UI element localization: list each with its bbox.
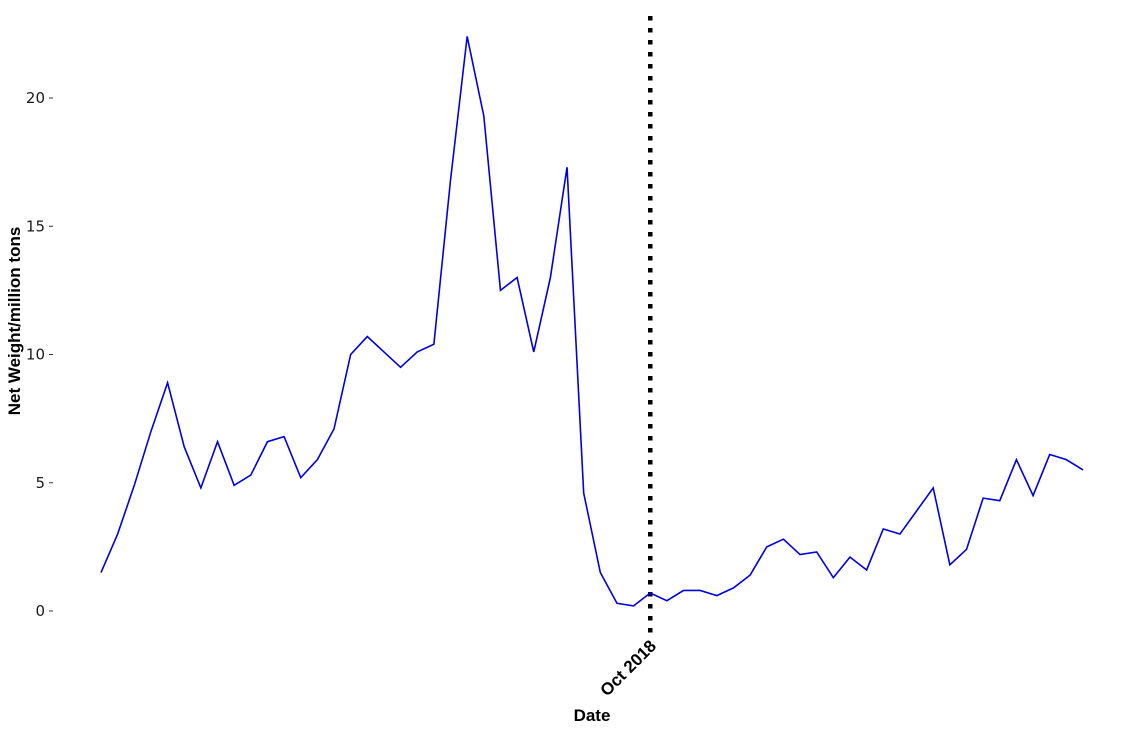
y-tick-label: 5 [35,474,45,492]
y-axis: 0 5 10 15 20 [26,89,53,620]
y-tick-label: 20 [26,89,45,107]
y-axis-title: Net Weight/million tons [5,227,24,416]
y-tick-label: 15 [26,217,45,235]
series-line [100,36,1084,607]
series-group [100,36,1084,607]
x-axis-title: Date [574,706,611,725]
y-tick-label: 0 [35,602,45,620]
x-tick-label: Oct 2018 [597,636,661,700]
y-tick-label: 10 [26,346,45,364]
reference-line-group: Oct 2018 [597,16,661,700]
